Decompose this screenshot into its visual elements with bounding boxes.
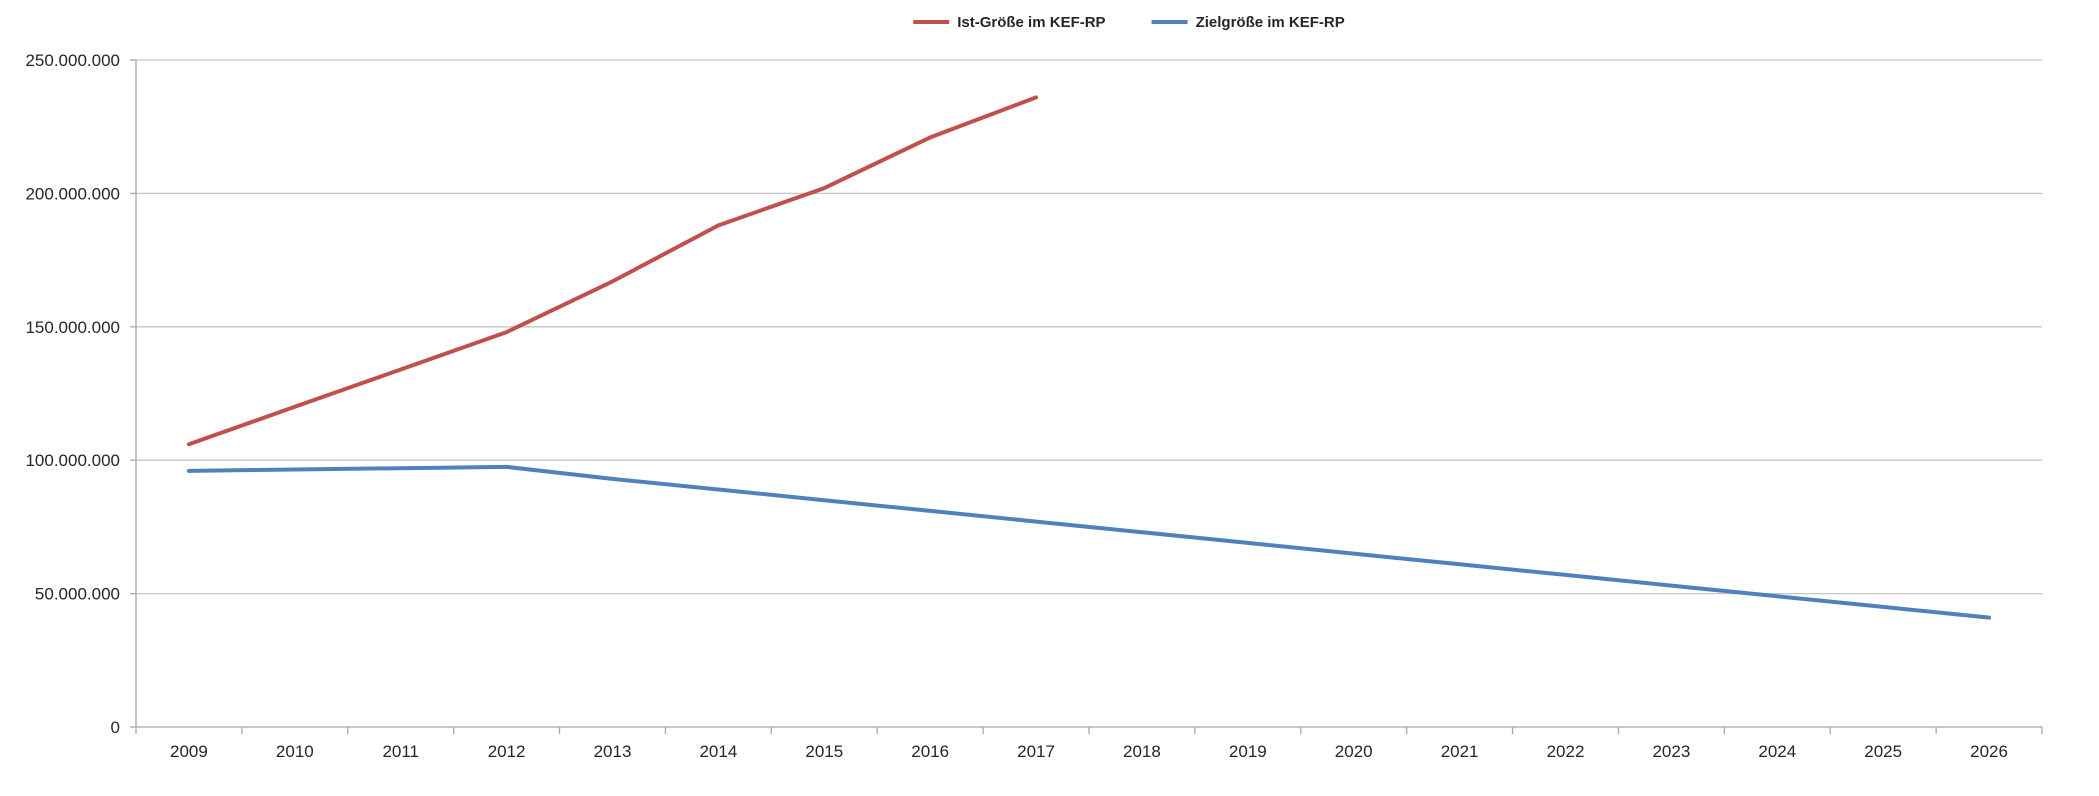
y-tick-label: 100.000.000 [25, 451, 120, 470]
x-tick-label: 2026 [1970, 742, 2008, 761]
x-tick-label: 2012 [488, 742, 526, 761]
x-tick-label: 2017 [1017, 742, 1055, 761]
y-tick-label: 150.000.000 [25, 318, 120, 337]
x-tick-label: 2022 [1547, 742, 1585, 761]
x-tick-label: 2015 [805, 742, 843, 761]
axis-layer: 0 50.000.000 100.000.000 150.000.000 200.000… [25, 51, 2043, 761]
x-tick-label: 2021 [1441, 742, 1479, 761]
x-tick-label: 2023 [1652, 742, 1690, 761]
legend-label-1: Zielgröße im KEF-RP [1196, 14, 1345, 31]
x-tick-label: 2025 [1864, 742, 1902, 761]
x-tick-label: 2020 [1335, 742, 1373, 761]
x-tick-label: 2011 [382, 742, 419, 761]
y-tick-label: 50.000.000 [35, 585, 120, 604]
grid-layer [136, 59, 2042, 595]
x-tick-label: 2013 [594, 742, 632, 761]
x-tick-label: 2024 [1758, 742, 1796, 761]
x-tick-label: 2018 [1123, 742, 1161, 761]
legend: Ist-Größe im KEF-RP Zielgröße im KEF-RP [913, 14, 1345, 31]
legend-label-0: Ist-Größe im KEF-RP [957, 14, 1105, 31]
x-tick-label: 2010 [276, 742, 314, 761]
x-tick-label: 2019 [1229, 742, 1267, 761]
x-tick-label: 2016 [911, 742, 949, 761]
series-line-1 [186, 464, 1992, 620]
y-tick-label: 0 [111, 718, 120, 737]
series-layer [186, 95, 1992, 620]
series-line-0 [186, 95, 1039, 447]
x-tick-label: 2009 [170, 742, 208, 761]
x-tick-label: 2014 [699, 742, 737, 761]
y-tick-label: 250.000.000 [25, 51, 120, 70]
y-tick-label: 200.000.000 [25, 184, 120, 203]
